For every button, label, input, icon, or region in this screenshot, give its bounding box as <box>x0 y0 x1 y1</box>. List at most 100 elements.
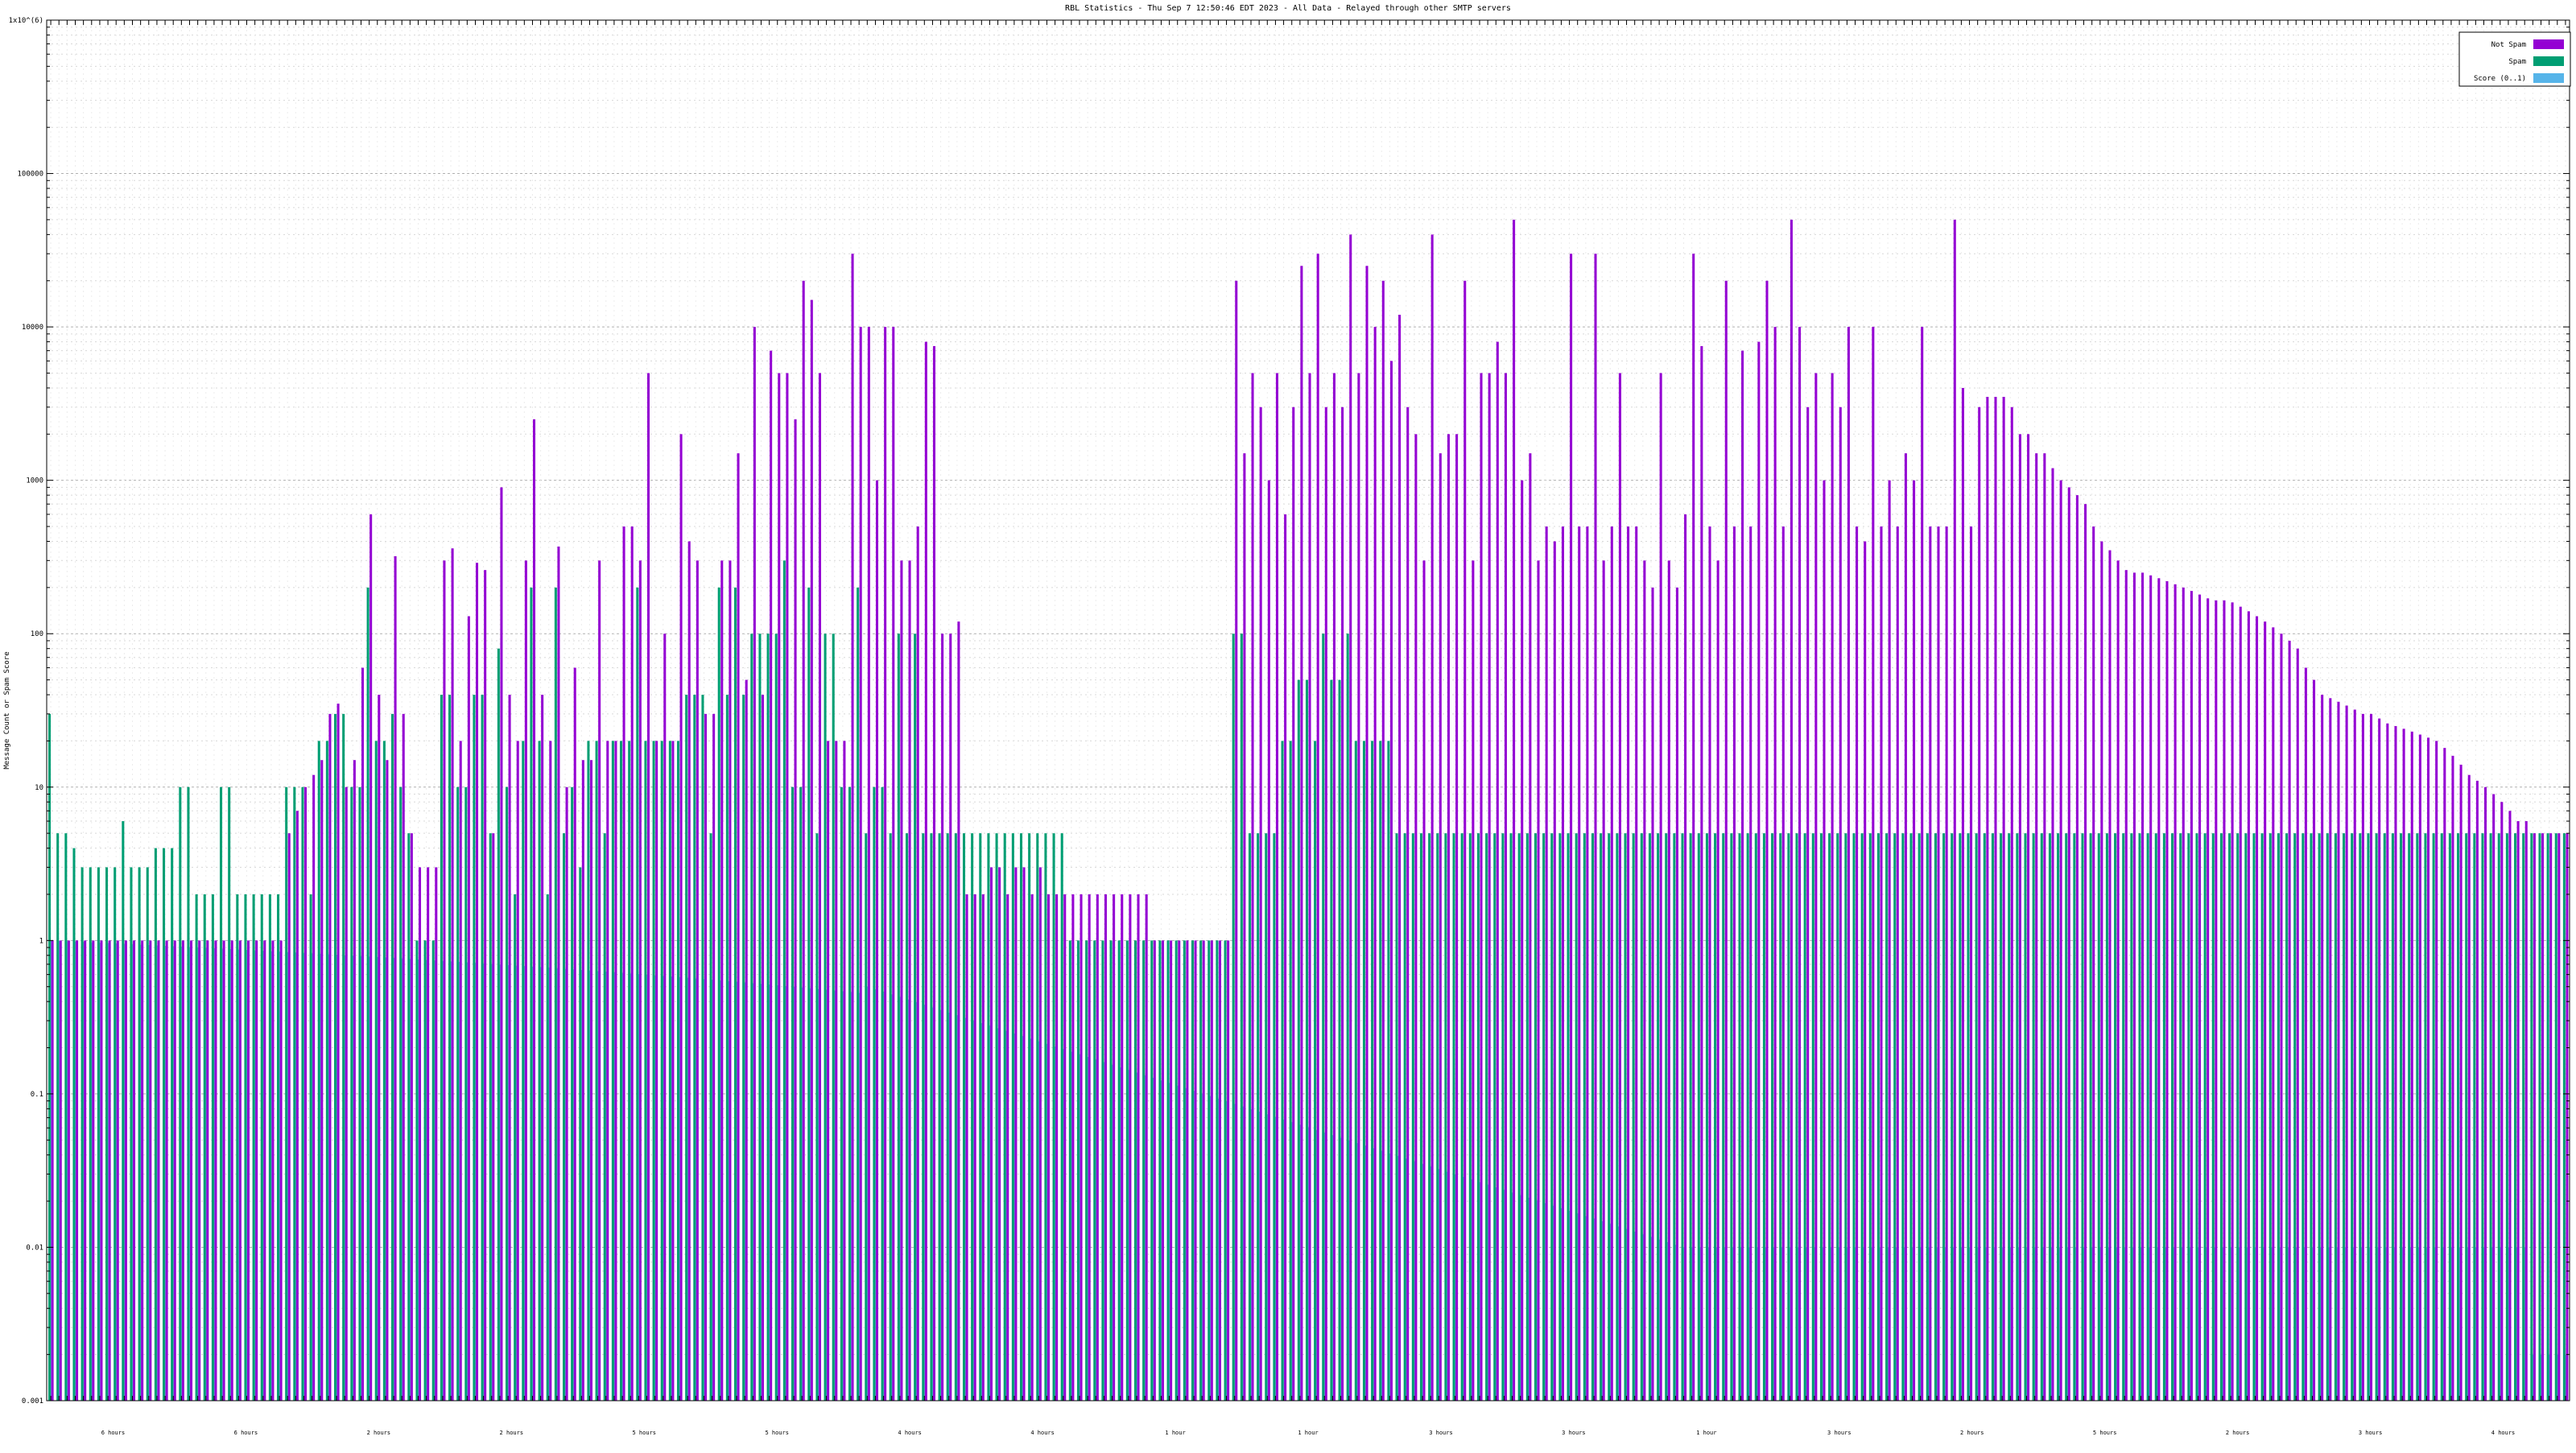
bar-not-spam <box>1708 526 1711 1401</box>
bar-not-spam <box>1970 526 1973 1401</box>
bar-spam <box>2097 833 2100 1401</box>
bar-not-spam <box>320 760 324 1401</box>
legend-swatch-spam <box>2533 56 2564 66</box>
bar-spam <box>1476 833 1480 1401</box>
bar-not-spam <box>1659 373 1662 1401</box>
score-bar <box>2498 1247 2503 1401</box>
bar-not-spam <box>100 940 103 1401</box>
bar-spam <box>546 894 549 1401</box>
x-group-label: 4 hours <box>898 1430 922 1436</box>
score-bar <box>2073 1247 2078 1401</box>
bar-not-spam <box>1030 894 1034 1401</box>
bar-spam <box>1191 940 1195 1401</box>
bar-not-spam <box>1773 327 1777 1401</box>
bar-not-spam <box>500 487 503 1401</box>
bar-not-spam <box>1251 373 1254 1401</box>
bar-not-spam <box>2018 434 2021 1401</box>
bar-not-spam <box>1627 526 1630 1401</box>
bar-not-spam <box>1422 560 1426 1401</box>
bar-spam <box>1493 833 1496 1401</box>
bar-spam <box>1338 679 1341 1401</box>
score-bar <box>1747 1247 1752 1401</box>
bar-not-spam <box>1055 894 1059 1401</box>
bar-not-spam <box>2051 468 2054 1401</box>
bar-spam <box>56 833 60 1401</box>
bar-not-spam <box>2524 821 2528 1401</box>
bar-not-spam <box>998 867 1001 1401</box>
bar-spam <box>203 894 206 1401</box>
bar-not-spam <box>1267 480 1270 1401</box>
bar-not-spam <box>1732 526 1736 1401</box>
bar-not-spam <box>2378 718 2381 1401</box>
bar-not-spam <box>1856 526 1859 1401</box>
bar-not-spam <box>989 867 993 1401</box>
bar-spam <box>1681 833 1684 1401</box>
x-group-label: 5 hours <box>765 1430 789 1436</box>
bar-not-spam <box>475 563 479 1401</box>
bar-not-spam <box>124 940 127 1401</box>
bar-not-spam <box>835 741 838 1401</box>
bar-not-spam <box>1488 373 1491 1401</box>
legend-label-spam: Spam <box>2508 58 2526 66</box>
bar-not-spam <box>2182 587 2185 1401</box>
bar-spam <box>2554 833 2557 1401</box>
bar-spam <box>2114 833 2117 1401</box>
bar-not-spam <box>1406 407 1410 1401</box>
bar-spam <box>709 833 712 1401</box>
bar-not-spam <box>671 741 675 1401</box>
bar-spam <box>268 894 271 1401</box>
bar-not-spam <box>2174 584 2177 1401</box>
bar-spam <box>636 587 639 1401</box>
bar-spam <box>2219 833 2223 1401</box>
bar-spam <box>2171 833 2174 1401</box>
score-bar <box>1812 1247 1817 1401</box>
y-tick-label: 10000 <box>22 324 43 332</box>
bar-not-spam <box>598 560 601 1401</box>
x-group-label: 5 hours <box>2093 1430 2117 1436</box>
bar-spam <box>1632 833 1635 1401</box>
bar-spam <box>2236 833 2240 1401</box>
bar-spam <box>456 786 460 1401</box>
bar-spam <box>1918 833 1921 1401</box>
bar-spam <box>1975 833 1978 1401</box>
x-group-label: 6 hours <box>101 1430 126 1436</box>
bar-not-spam <box>484 570 487 1401</box>
bar-spam <box>750 634 753 1401</box>
bar-spam <box>195 894 198 1401</box>
bar-not-spam <box>1113 894 1116 1401</box>
bar-spam <box>154 848 157 1401</box>
bar-not-spam <box>336 704 340 1401</box>
bar-spam <box>1575 833 1578 1401</box>
bar-not-spam <box>745 679 748 1401</box>
bar-spam <box>1567 833 1570 1401</box>
bar-spam <box>2522 833 2525 1401</box>
bar-spam <box>1281 741 1284 1401</box>
score-bar <box>2301 1247 2306 1401</box>
bar-not-spam <box>427 867 430 1401</box>
bar-spam <box>644 741 647 1401</box>
bar-spam <box>2268 833 2272 1401</box>
bar-not-spam <box>378 695 381 1401</box>
bar-not-spam <box>467 616 470 1401</box>
bar-spam <box>448 695 452 1401</box>
bar-not-spam <box>165 940 168 1401</box>
bar-spam <box>1166 940 1170 1401</box>
bar-spam <box>2162 833 2165 1401</box>
bar-not-spam <box>2549 833 2553 1401</box>
bar-spam <box>1722 833 1725 1401</box>
bar-not-spam <box>2149 575 2153 1401</box>
bar-spam <box>2400 833 2403 1401</box>
bar-spam <box>873 786 876 1401</box>
bar-spam <box>1803 833 1806 1401</box>
bar-spam <box>1150 940 1154 1401</box>
bar-spam <box>824 634 827 1401</box>
bar-not-spam <box>1847 327 1850 1401</box>
bar-spam <box>603 833 606 1401</box>
bar-not-spam <box>1292 407 1295 1401</box>
bar-spam <box>1419 833 1422 1401</box>
bar-not-spam <box>2002 396 2005 1401</box>
score-bar <box>1682 1247 1686 1401</box>
score-bar <box>2367 1247 2372 1401</box>
bar-spam <box>2424 833 2427 1401</box>
